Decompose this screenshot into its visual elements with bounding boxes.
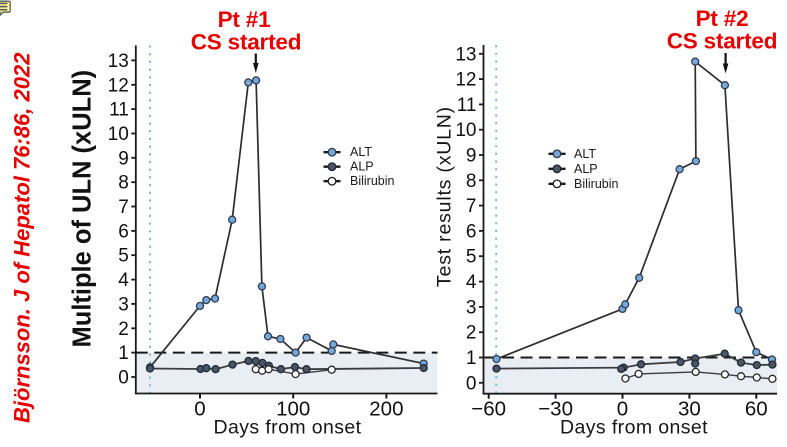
svg-text:1: 1: [466, 348, 477, 369]
svg-text:7: 7: [466, 196, 477, 217]
svg-text:8: 8: [118, 173, 129, 194]
svg-text:0: 0: [466, 373, 477, 394]
svg-text:ALP: ALP: [574, 162, 598, 176]
svg-text:13: 13: [108, 51, 129, 72]
svg-text:200: 200: [369, 398, 403, 421]
svg-text:CS started: CS started: [667, 29, 778, 54]
svg-text:5: 5: [466, 247, 477, 268]
svg-text:100: 100: [276, 398, 310, 421]
svg-text:13: 13: [455, 44, 476, 65]
svg-text:7: 7: [118, 197, 129, 218]
svg-text:6: 6: [466, 221, 477, 242]
svg-text:−30: −30: [538, 398, 573, 421]
svg-text:30: 30: [678, 398, 701, 421]
svg-text:0: 0: [118, 368, 129, 389]
svg-text:0: 0: [617, 398, 628, 421]
svg-text:4: 4: [466, 272, 477, 293]
svg-text:ALT: ALT: [350, 145, 372, 159]
svg-text:1: 1: [118, 343, 129, 364]
svg-text:Days from onset: Days from onset: [560, 417, 708, 439]
svg-text:6: 6: [118, 221, 129, 242]
svg-text:9: 9: [118, 148, 129, 169]
svg-text:4: 4: [118, 270, 129, 291]
svg-text:12: 12: [108, 75, 129, 96]
svg-text:9: 9: [466, 146, 477, 167]
svg-text:0: 0: [194, 398, 205, 421]
svg-text:Pt #1: Pt #1: [218, 7, 271, 32]
svg-text:Multiple of ULN (xULN): Multiple of ULN (xULN): [69, 70, 97, 348]
svg-text:Days from onset: Days from onset: [214, 417, 362, 439]
svg-text:10: 10: [455, 120, 476, 141]
svg-text:10: 10: [108, 124, 129, 145]
svg-text:2: 2: [466, 323, 477, 344]
svg-text:2: 2: [118, 319, 129, 340]
svg-text:3: 3: [466, 297, 477, 318]
svg-text:11: 11: [457, 95, 477, 116]
svg-text:ALT: ALT: [574, 147, 596, 161]
svg-text:60: 60: [745, 398, 768, 421]
svg-text:−60: −60: [471, 398, 506, 421]
svg-text:3: 3: [118, 294, 129, 315]
svg-text:8: 8: [466, 171, 477, 192]
svg-text:Björnsson. J of Hepatol 76:86,: Björnsson. J of Hepatol 76:86, 2022: [10, 52, 35, 423]
svg-text:5: 5: [118, 246, 129, 267]
svg-text:12: 12: [455, 70, 476, 91]
svg-text:11: 11: [109, 100, 129, 121]
svg-text:Test results (xULN): Test results (xULN): [434, 106, 456, 287]
svg-text:CS started: CS started: [191, 30, 302, 55]
svg-text:Bilirubin: Bilirubin: [350, 174, 395, 188]
svg-text:ALP: ALP: [350, 160, 374, 174]
svg-text:Bilirubin: Bilirubin: [574, 177, 619, 191]
svg-text:Pt #2: Pt #2: [696, 6, 749, 31]
